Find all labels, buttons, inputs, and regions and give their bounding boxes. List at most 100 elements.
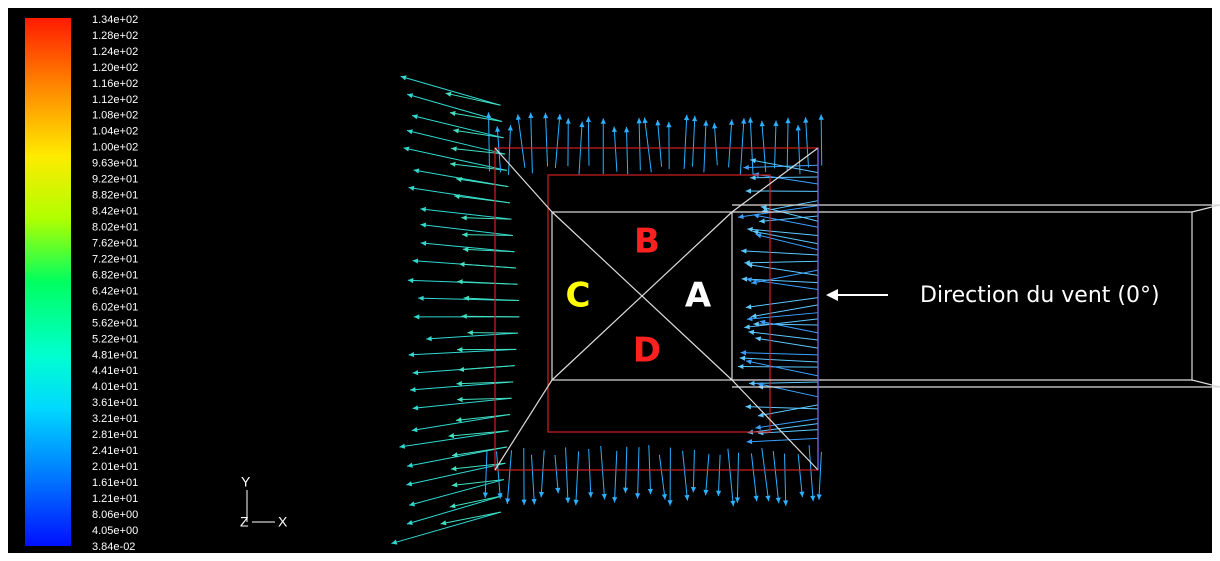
vector — [746, 263, 819, 276]
wind-arrow-head — [826, 289, 838, 301]
colorbar-label: 4.81e+01 — [92, 349, 138, 361]
vector-head — [531, 498, 537, 505]
colorbar-label: 3.21e+01 — [92, 413, 138, 425]
vector-head — [463, 295, 470, 301]
vector-head — [579, 121, 585, 128]
vector-head — [467, 330, 473, 336]
vector — [455, 413, 511, 421]
vector — [391, 511, 501, 545]
vector — [805, 117, 809, 168]
vector — [638, 117, 641, 171]
vector — [745, 360, 819, 377]
vector — [575, 451, 580, 506]
vector — [820, 114, 823, 166]
vector-head — [744, 324, 750, 330]
vector-head — [521, 499, 527, 506]
vector-head — [406, 129, 413, 135]
vector — [450, 462, 506, 470]
vector — [761, 120, 767, 173]
vector-head — [406, 519, 413, 525]
vector — [426, 332, 518, 340]
vector — [743, 164, 819, 169]
vector-head — [818, 114, 824, 120]
vector — [408, 479, 504, 506]
vector-head — [666, 121, 672, 128]
vector-head — [746, 439, 753, 445]
vector-head — [799, 491, 805, 498]
vector — [462, 248, 515, 253]
vector-head — [453, 128, 459, 134]
vector-head — [457, 396, 463, 403]
vector-head — [738, 363, 744, 370]
vector — [748, 331, 819, 341]
vector — [713, 122, 718, 166]
vector-head — [451, 482, 458, 488]
vector-head — [456, 417, 462, 423]
colorbar-label: 6.82e+01 — [92, 269, 138, 281]
vector-head — [703, 120, 709, 126]
vector-head — [667, 500, 673, 506]
vector-head — [410, 386, 416, 393]
vector — [717, 454, 721, 497]
colorbar-label: 1.28e+02 — [92, 30, 138, 42]
vector-head — [816, 494, 822, 500]
vector-head — [611, 126, 618, 133]
vector-head — [412, 114, 418, 120]
vector-head — [703, 489, 709, 496]
vector — [637, 447, 640, 499]
vector-head — [775, 497, 781, 504]
vector-head — [412, 405, 419, 411]
vector-head — [683, 114, 690, 121]
vector-head — [573, 499, 579, 506]
vector-head — [449, 503, 456, 509]
vector — [453, 129, 504, 139]
vector-head — [413, 168, 420, 174]
vector — [740, 352, 819, 356]
vector-head — [755, 233, 762, 239]
vector-head — [507, 125, 513, 131]
vector-head — [462, 246, 469, 253]
vector — [399, 430, 509, 448]
vector — [728, 119, 733, 168]
vector — [745, 297, 819, 309]
vector — [463, 297, 520, 302]
vector — [544, 112, 549, 167]
region-label: A — [685, 276, 712, 316]
vector-head — [684, 494, 690, 501]
vector-head — [753, 213, 760, 219]
vector-head — [400, 75, 407, 81]
vector-head — [690, 486, 697, 493]
vector — [461, 315, 520, 318]
colorbar-label: 3.61e+01 — [92, 397, 138, 409]
viewport — [8, 8, 1212, 553]
vector-head — [753, 495, 759, 502]
vector — [744, 318, 819, 328]
vector — [600, 445, 606, 500]
vector-head — [538, 491, 545, 498]
vector-head — [741, 248, 747, 254]
vector-head — [746, 262, 753, 268]
vector-head — [420, 240, 427, 247]
colorbar-label: 1.34e+02 — [92, 14, 138, 26]
vector — [613, 126, 618, 172]
vector — [759, 215, 819, 223]
vector-head — [747, 226, 753, 233]
vector-head — [412, 258, 419, 264]
colorbar-label: 8.42e+01 — [92, 206, 138, 218]
vector — [451, 147, 506, 155]
vector — [625, 126, 629, 175]
colorbar-label: 1.16e+02 — [92, 78, 138, 90]
colorbar-label: 1.08e+02 — [92, 110, 138, 122]
vector — [746, 278, 819, 290]
vector-head — [450, 466, 457, 472]
vector — [657, 119, 663, 167]
vector-head — [765, 495, 771, 502]
vector-head — [760, 205, 767, 211]
vector-head — [647, 488, 654, 495]
vector-head — [399, 443, 406, 449]
vector — [739, 357, 819, 363]
vector-head — [407, 93, 414, 99]
vector — [737, 366, 819, 368]
vector-head — [741, 118, 747, 124]
